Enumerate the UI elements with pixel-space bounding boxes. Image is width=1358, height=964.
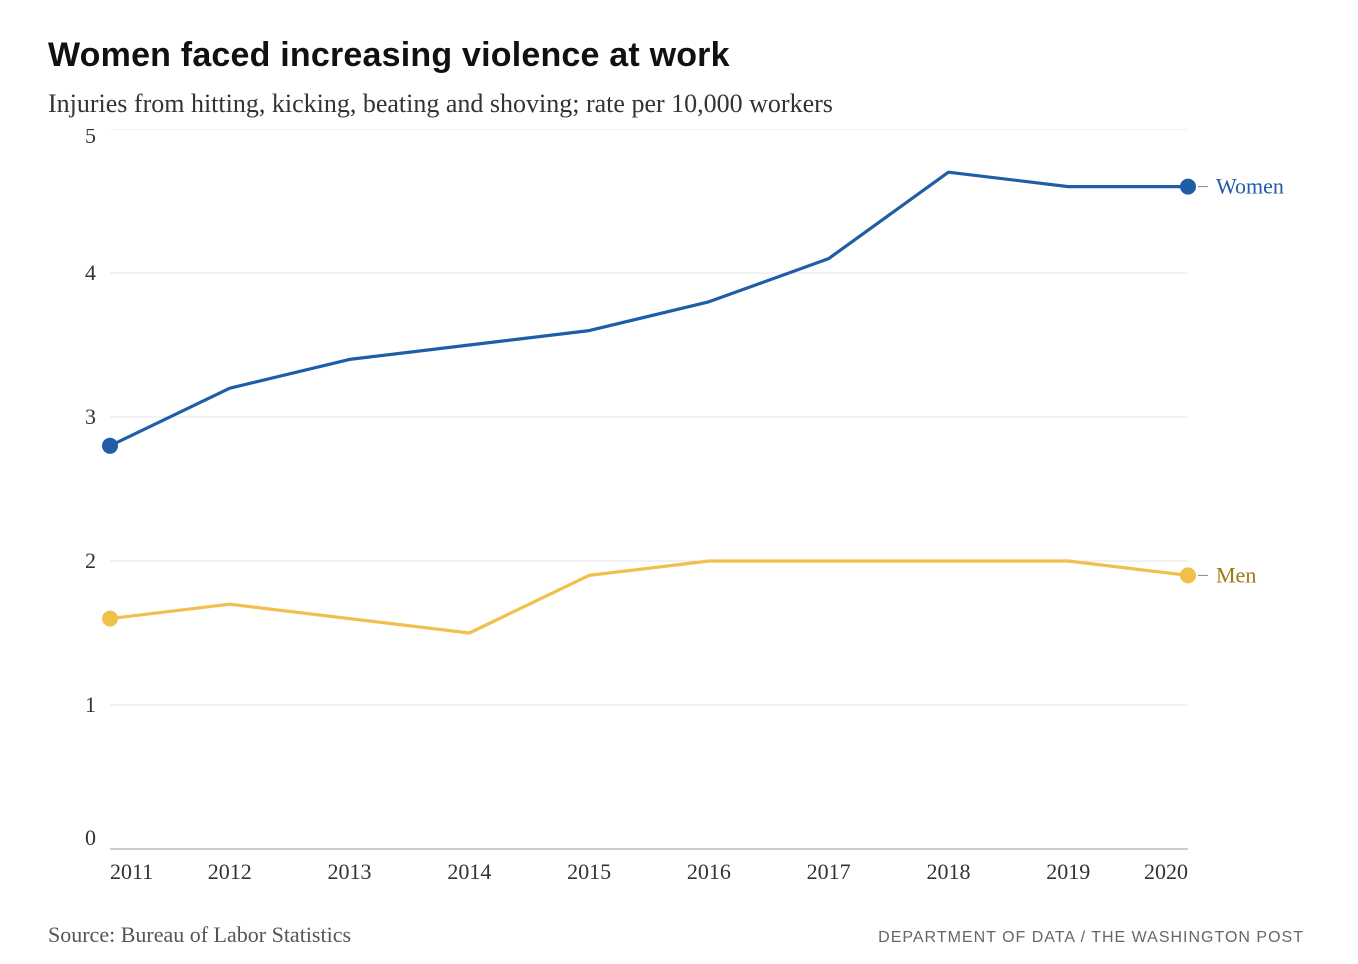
chart-plot-area: 0 1 2 3 4 5 2011 2012 2013 2014 2015 2016 2017 2018 20…: [48, 129, 1310, 904]
x-tick-label: 2017: [807, 859, 851, 884]
y-tick-label: 5: [85, 129, 96, 148]
series-line-women: [110, 172, 1188, 446]
x-tick-label: 2011: [110, 859, 153, 884]
credit-label: DEPARTMENT OF DATA / THE WASHINGTON POST: [878, 929, 1304, 947]
series-line-men: [110, 561, 1188, 633]
x-tick-label: 2016: [687, 859, 731, 884]
series-start-marker-women: [102, 438, 118, 454]
x-tick-label: 2018: [926, 859, 970, 884]
line-chart-svg: 0 1 2 3 4 5 2011 2012 2013 2014 2015 2016 2017 2018 20…: [48, 129, 1310, 899]
x-tick-label: 2012: [208, 859, 252, 884]
series-label-men: Men: [1216, 562, 1256, 587]
series-end-marker-women: [1180, 179, 1196, 195]
x-tick-label: 2014: [447, 859, 491, 884]
x-tick-label: 2015: [567, 859, 611, 884]
y-tick-label: 1: [85, 692, 96, 717]
source-label: Source: Bureau of Labor Statistics: [48, 922, 351, 948]
chart-title: Women faced increasing violence at work: [48, 36, 1310, 75]
chart-container: { "title": "Women faced increasing viole…: [0, 0, 1358, 964]
x-tick-label: 2020: [1144, 859, 1188, 884]
series-label-women: Women: [1216, 174, 1284, 199]
x-tick-label: 2019: [1046, 859, 1090, 884]
x-tick-label: 2013: [328, 859, 372, 884]
series-end-marker-men: [1180, 567, 1196, 583]
y-tick-label: 0: [85, 825, 96, 850]
series-start-marker-men: [102, 611, 118, 627]
y-tick-label: 4: [85, 260, 96, 285]
y-tick-label: 2: [85, 548, 96, 573]
chart-footer: Source: Bureau of Labor Statistics DEPAR…: [48, 922, 1310, 948]
y-tick-label: 3: [85, 404, 96, 429]
chart-subtitle: Injuries from hitting, kicking, beating …: [48, 89, 1310, 119]
